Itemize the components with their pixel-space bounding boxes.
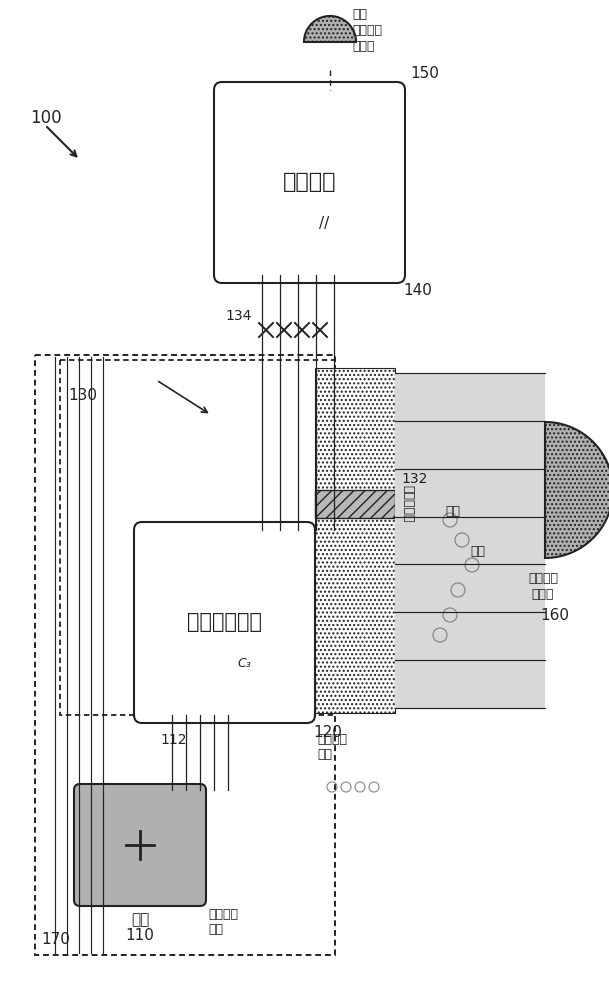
Text: 同步输入
噪声: 同步输入 噪声 bbox=[317, 733, 347, 761]
FancyBboxPatch shape bbox=[74, 784, 206, 906]
Text: 150: 150 bbox=[410, 66, 439, 82]
Text: 112: 112 bbox=[161, 733, 187, 747]
Polygon shape bbox=[304, 16, 356, 42]
Text: C₃: C₃ bbox=[238, 657, 251, 670]
Text: 130: 130 bbox=[68, 388, 97, 403]
Text: 噪声: 噪声 bbox=[470, 545, 485, 558]
Text: 170: 170 bbox=[41, 932, 70, 947]
FancyBboxPatch shape bbox=[214, 82, 405, 283]
Bar bbox=[395, 373, 545, 708]
Text: 光源: 光源 bbox=[131, 912, 149, 927]
Text: 点积单元: 点积单元 bbox=[283, 172, 336, 192]
Text: 连续
哈密频量
读取器: 连续 哈密频量 读取器 bbox=[352, 7, 382, 52]
Text: 132: 132 bbox=[401, 472, 428, 486]
Text: 矩阵乘法单元: 矩阵乘法单元 bbox=[187, 612, 262, 633]
Text: 110: 110 bbox=[125, 928, 155, 943]
Text: 160: 160 bbox=[541, 608, 569, 623]
Text: 100: 100 bbox=[30, 109, 62, 127]
Text: 140: 140 bbox=[403, 283, 432, 298]
Text: 非线性阈値: 非线性阈値 bbox=[401, 485, 414, 523]
Text: 连续输入
泥送: 连续输入 泥送 bbox=[208, 908, 238, 936]
Text: //: // bbox=[319, 216, 329, 231]
Polygon shape bbox=[545, 422, 609, 558]
Bar bbox=[315, 368, 395, 713]
Text: 噪声: 噪声 bbox=[445, 505, 460, 518]
FancyBboxPatch shape bbox=[134, 522, 315, 723]
Bar bbox=[60, 360, 335, 715]
Text: 连续输出
读取器: 连续输出 读取器 bbox=[528, 572, 558, 601]
Text: 120: 120 bbox=[313, 725, 342, 740]
Bar bbox=[315, 490, 395, 518]
Text: 134: 134 bbox=[225, 309, 252, 323]
Bar bbox=[35, 355, 335, 955]
